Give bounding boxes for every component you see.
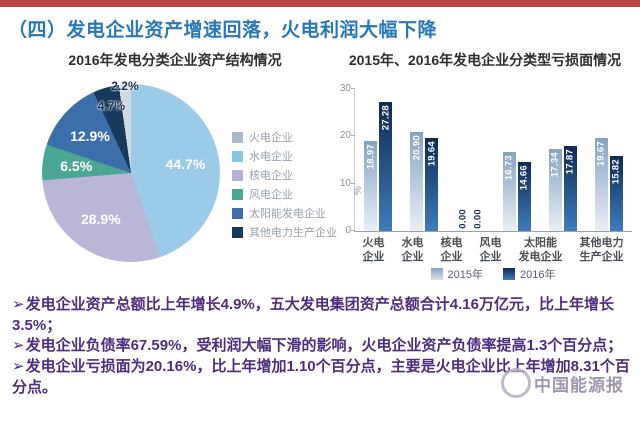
bar-2015年: 17.34 [548, 148, 562, 231]
bar-chart-title: 2015年、2016年发电企业分类型亏损面情况 [348, 52, 622, 68]
y-tick-mark [351, 88, 355, 89]
bullet-item: ➢发电企业亏损面为20.16%，比上年增加1.10个百分点，主要是火电企业比上年… [12, 357, 634, 398]
summary-bullets: ➢发电企业资产总额比上年增长4.9%，五大发电集团资产总额合计4.16万亿元，比… [12, 295, 634, 398]
pie-slice-label: 4.7% [97, 99, 126, 114]
bar-chart-plot: % 0 10 20 30 18.97 27.28 20.90 19.64 0.00 0.00 16.… [340, 84, 632, 236]
bar-2016年: 27.28 [379, 101, 393, 231]
pie-legend-item: 水电企业 [232, 147, 337, 165]
bar-value-label: 0.00 [457, 209, 469, 229]
y-tick-mark [351, 230, 355, 231]
bar-group: 20.90 19.64 [410, 90, 439, 231]
slide-title: （四）发电企业资产增速回落，火电利润大幅下降 [8, 20, 438, 41]
legend-swatch [232, 150, 243, 162]
legend-label: 其他电力生产企业 [249, 227, 337, 239]
bullet-text: 发电企业亏损面为20.16%，比上年增加1.10个百分点，主要是火电企业比上年增… [12, 358, 630, 396]
bar-2016年: 15.82 [609, 156, 623, 231]
bar-group: 18.97 27.28 [364, 90, 393, 231]
y-tick-label: 0 [345, 225, 351, 236]
y-tick-mark [351, 135, 355, 137]
legend-swatch [232, 131, 243, 143]
pie-legend-item: 其他电力生产企业 [232, 223, 337, 241]
x-category-label: 其他电力 生产企业 [579, 237, 624, 264]
legend-label: 2016年 [520, 269, 556, 281]
top-accent-bar [0, 0, 640, 7]
pie-slice-label: 12.9% [70, 128, 110, 145]
x-category-label: 水电 企业 [401, 237, 424, 264]
legend-label: 太阳能发电企业 [249, 208, 326, 220]
bar-value-label: 19.67 [595, 140, 607, 167]
legend-swatch [232, 207, 243, 219]
bar-value-label: 15.82 [610, 159, 622, 185]
legend-label: 核电企业 [249, 170, 293, 182]
bar-legend-item: 2016年 [503, 266, 555, 282]
pie-slice-label: 6.5% [60, 158, 93, 175]
pie-slice-label: 28.9% [80, 211, 121, 228]
pie-chart [42, 84, 220, 262]
x-category-label: 火电 企业 [362, 237, 385, 264]
legend-swatch [503, 268, 515, 280]
x-axis-labels: 火电 企业 水电 企业 核电 企业 风电 企业 太阳能 发电企业 其他电力 生产企业 [354, 236, 632, 265]
bar-group: 19.67 15.82 [594, 90, 623, 231]
bar-value-label: 20.90 [410, 135, 422, 161]
bar-value-label: 17.34 [549, 151, 561, 178]
bar-2015年: 18.97 [364, 141, 378, 231]
bar-chart: % 0 10 20 30 18.97 27.28 20.90 19.64 0.00 0.00 16.… [330, 80, 638, 290]
pie-chart-wrap: 44.7% 28.9% 6.5% 12.9% 4.7% 2.2% [42, 79, 220, 262]
bar-value-label: 17.87 [564, 149, 576, 175]
bar-2015年: 20.90 [410, 132, 424, 231]
pie-legend: 火电企业水电企业核电企业风电企业太阳能发电企业 其他电力生产企业 [232, 128, 337, 242]
bar-group: 0.00 0.00 [456, 90, 484, 231]
bar-chart-legend: 2015年 2016年 [354, 266, 632, 282]
bullet-item: ➢发电企业负债率67.59%，受利润大幅下滑的影响，火电企业资产负债率提高1.3… [12, 336, 634, 357]
bar-value-label: 16.73 [503, 154, 515, 181]
legend-label: 风电企业 [249, 189, 293, 201]
pie-legend-item: 风电企业 [232, 185, 337, 203]
watermark: 中国能源报 [501, 368, 624, 398]
x-category-label: 核电 企业 [440, 237, 463, 264]
bullet-marker: ➢ [12, 296, 25, 313]
bar-group: 17.34 17.87 [548, 90, 577, 231]
pie-legend-item: 核电企业 [232, 166, 337, 184]
bar-2016年: 17.87 [563, 146, 577, 231]
pie-legend-item: 太阳能发电企业 [232, 204, 337, 222]
bar-value-label: 0.00 [472, 209, 484, 229]
bullet-text: 发电企业负债率67.59%，受利润大幅下滑的影响，火电企业资产负债率提高1.3个… [25, 337, 623, 355]
y-axis-label: % [352, 186, 364, 195]
legend-swatch [232, 226, 243, 238]
bullet-text: 发电企业资产总额比上年增长4.9%，五大发电集团资产总额合计4.16万亿元，比上… [12, 296, 614, 334]
bullet-item: ➢发电企业资产总额比上年增长4.9%，五大发电集团资产总额合计4.16万亿元，比… [12, 295, 634, 336]
pie-slice-label: 2.2% [111, 78, 139, 93]
legend-swatch [232, 188, 243, 200]
legend-label: 2015年 [447, 269, 483, 281]
bar-value-label: 14.66 [518, 164, 530, 190]
bar-value-label: 27.28 [379, 104, 391, 131]
bar-2016年: 14.66 [517, 161, 531, 231]
x-category-label: 太阳能 发电企业 [518, 237, 563, 264]
legend-swatch [430, 268, 443, 280]
y-tick-label: 10 [339, 177, 351, 189]
bar-2015年: 19.67 [594, 137, 608, 231]
y-tick-label: 20 [339, 130, 351, 142]
pie-legend-item: 火电企业 [232, 128, 337, 146]
bullet-marker: ➢ [12, 337, 25, 355]
watermark-logo-icon [501, 368, 531, 398]
x-category-label: 风电 企业 [479, 237, 502, 264]
bar-value-label: 19.64 [425, 141, 437, 167]
bar-legend-item: 2015年 [430, 266, 483, 282]
bullet-marker: ➢ [12, 358, 25, 376]
y-tick-mark [351, 182, 355, 184]
bar-2016年: 19.64 [425, 138, 439, 231]
pie-chart-title: 2016年发电分类企业资产结构情况 [68, 52, 282, 68]
bar-value-label: 18.97 [364, 144, 376, 170]
bar-2015年: 16.73 [502, 151, 516, 231]
legend-label: 水电企业 [249, 151, 293, 163]
watermark-text: 中国能源报 [534, 375, 624, 395]
y-tick-label: 30 [339, 83, 351, 94]
legend-label: 火电企业 [249, 132, 293, 144]
bar-group: 16.73 14.66 [502, 90, 531, 231]
legend-swatch [232, 169, 243, 181]
pie-slice-label: 44.7% [165, 155, 206, 172]
